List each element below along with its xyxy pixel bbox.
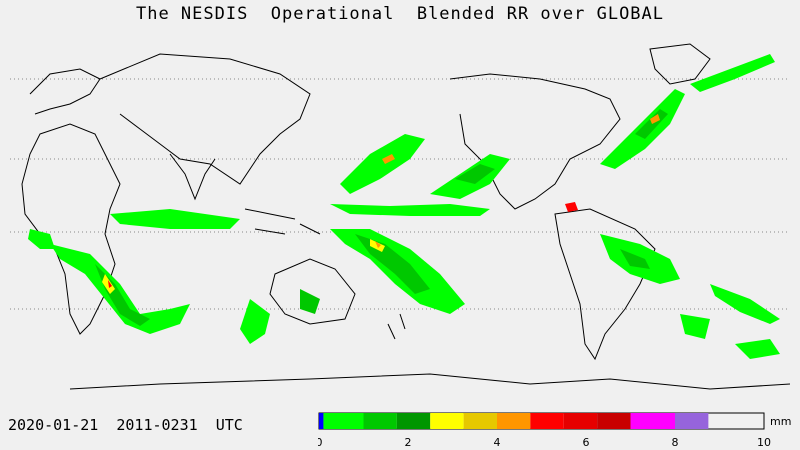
rain-region-itcz (330, 204, 490, 216)
coastline-australia (269, 258, 356, 325)
rain-region-north-pacific-peak (382, 154, 395, 164)
rain-region-tropical-indian (110, 209, 240, 229)
rain-region-indian-ocean-core (95, 264, 150, 326)
rain-region-australia (240, 299, 270, 344)
colorbar-swatch (430, 413, 464, 429)
rain-region-north-pacific-core (455, 164, 495, 184)
rain-region-north-pacific (340, 134, 425, 194)
coastline-indonesia (244, 208, 321, 235)
coastline-antarctica (69, 373, 790, 390)
rain-region-arctic-atlantic (690, 54, 775, 92)
rainfall-map (10, 43, 790, 390)
coastline-india (169, 153, 216, 201)
rain-region-south-atlantic (710, 284, 780, 324)
rain-region-spcz-extreme (375, 241, 381, 248)
precipitation-colorbar: 0 2 4 6 8 10 (318, 412, 771, 449)
colorbar-ticks: 0 2 4 6 8 10 (318, 436, 771, 449)
colorbar-swatch (319, 413, 324, 429)
rain-region-south-america-core (620, 249, 650, 269)
rain-region-southern-ocean-east (735, 339, 780, 359)
rain-region-indian-ocean (50, 244, 190, 334)
colorbar-swatch (363, 413, 397, 429)
rain-region-spcz-core (355, 234, 430, 294)
colorbar-swatch (630, 413, 675, 429)
rain-region-south-america-peak (565, 202, 578, 212)
colorbar-swatch (497, 413, 531, 429)
rainfall-regions (28, 54, 780, 359)
coastline-europe (29, 68, 101, 115)
colorbar-swatch (675, 413, 709, 429)
rain-region-australia-east (300, 289, 320, 314)
colorbar-tick-label: 6 (583, 436, 590, 449)
coastlines (21, 43, 790, 390)
map-title: The NESDIS Operational Blended RR over G… (135, 4, 665, 24)
colorbar-tick-label: 4 (494, 436, 501, 449)
colorbar-tick-label: 8 (672, 436, 679, 449)
colorbar-tick-label: 0 (318, 436, 323, 449)
rain-region-north-atlantic-peak (650, 114, 660, 124)
timestamp-label: 2020-01-21 2011-0231 UTC (8, 416, 243, 434)
coastline-asia (99, 53, 311, 185)
colorbar-swatch (563, 413, 598, 429)
rain-region-africa (28, 229, 55, 249)
rain-region-north-atlantic-core (635, 109, 668, 139)
coastline-greenland (649, 43, 711, 85)
colorbar-tick-label: 10 (757, 436, 771, 449)
colorbar-swatch (323, 413, 364, 429)
colorbar-tick-label: 2 (405, 436, 412, 449)
colorbar-swatch (463, 413, 497, 429)
colorbar-swatches (319, 413, 709, 429)
coastline-new-zealand (387, 313, 406, 340)
colorbar-swatch (530, 413, 564, 429)
colorbar-units: mm (770, 415, 792, 428)
colorbar-swatch (597, 413, 631, 429)
rain-region-southern-ocean (680, 314, 710, 339)
colorbar-swatch (396, 413, 431, 429)
coastline-south-america (554, 208, 656, 361)
rain-region-indian-ocean-extreme (108, 280, 112, 288)
coastline-africa (21, 123, 121, 335)
